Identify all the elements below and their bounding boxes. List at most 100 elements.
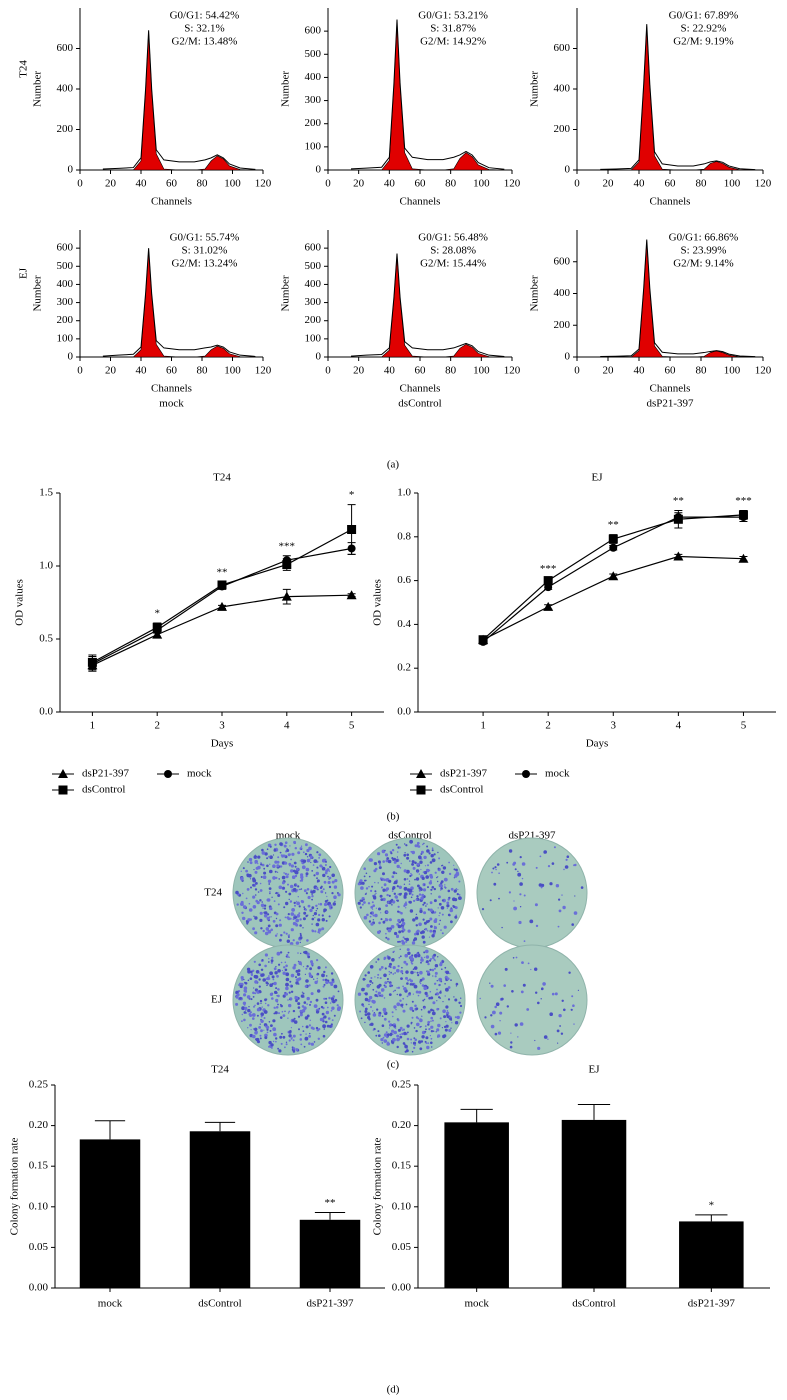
colony <box>248 908 253 912</box>
colony <box>272 919 276 923</box>
colony <box>281 875 286 880</box>
colony <box>269 1029 272 1032</box>
colony <box>376 1008 379 1011</box>
colony <box>454 1016 457 1019</box>
colony <box>388 993 392 996</box>
colony <box>416 895 419 898</box>
marker <box>153 626 162 635</box>
colony <box>375 892 377 895</box>
colony <box>315 910 317 912</box>
colony <box>389 1033 393 1037</box>
colony <box>270 961 273 964</box>
colony <box>401 972 404 975</box>
colony <box>385 932 387 935</box>
colony <box>260 1012 265 1016</box>
colony <box>374 976 376 978</box>
colony <box>285 1041 288 1044</box>
error-bar <box>695 1214 728 1222</box>
colony <box>374 994 378 997</box>
colony <box>269 855 273 859</box>
colony <box>458 1001 461 1004</box>
colony <box>379 863 381 866</box>
colony <box>408 992 411 995</box>
fit-area <box>102 249 256 358</box>
colony <box>272 1019 276 1023</box>
colony <box>304 973 306 976</box>
colony <box>376 994 379 997</box>
colony <box>273 1012 276 1015</box>
colony <box>277 894 281 897</box>
colony-plate <box>232 837 344 949</box>
colony <box>420 1008 423 1011</box>
significance: ** <box>608 519 619 531</box>
colony <box>314 917 316 919</box>
colony <box>260 862 262 864</box>
colony <box>394 931 398 936</box>
colony <box>275 924 279 928</box>
colony <box>411 1050 414 1053</box>
colony <box>397 1028 401 1032</box>
colony <box>297 983 300 985</box>
colony <box>514 868 517 871</box>
colony <box>446 904 449 907</box>
colony <box>534 967 538 971</box>
marker <box>346 590 357 600</box>
colony <box>434 964 439 968</box>
colony <box>274 1011 278 1015</box>
colony <box>242 1001 247 1005</box>
colony <box>268 1040 272 1045</box>
x-tick-label: 1 <box>480 720 486 732</box>
colony <box>399 948 401 950</box>
bar <box>679 1221 744 1288</box>
colony <box>437 907 439 909</box>
colony <box>292 1009 296 1013</box>
colony <box>261 863 265 867</box>
colony <box>560 1032 564 1035</box>
colony <box>307 895 311 900</box>
colony <box>439 884 443 888</box>
colony <box>412 918 416 922</box>
colony <box>454 874 458 878</box>
colony <box>435 1031 437 1033</box>
marker <box>543 576 553 586</box>
colony <box>400 862 402 865</box>
colony <box>310 890 313 894</box>
colony <box>521 862 526 866</box>
colony <box>309 1032 311 1035</box>
colony <box>289 845 291 847</box>
colony <box>244 981 246 984</box>
colony <box>310 960 313 964</box>
colony <box>309 967 312 971</box>
colony <box>490 1014 493 1017</box>
colony <box>542 982 546 986</box>
colony <box>431 1046 433 1048</box>
colony <box>390 852 393 855</box>
colony <box>454 915 458 919</box>
colony <box>282 1035 286 1039</box>
colony <box>323 970 326 974</box>
colony <box>274 860 278 864</box>
legend-entry: mock <box>515 768 570 780</box>
colony <box>413 937 418 941</box>
colony <box>285 932 288 935</box>
colony <box>259 882 262 885</box>
colony <box>442 1001 444 1003</box>
colony <box>391 875 395 878</box>
colony <box>243 989 247 993</box>
colony <box>515 956 518 959</box>
colony <box>265 977 268 980</box>
colony <box>306 888 310 891</box>
colony <box>427 1023 430 1026</box>
colony <box>379 977 382 980</box>
colony <box>254 975 259 979</box>
y-tick-label: 100 <box>305 332 322 344</box>
colony-plate <box>354 944 466 1056</box>
colony <box>417 951 420 954</box>
colony <box>331 1006 335 1010</box>
colony <box>295 883 298 886</box>
colony <box>259 972 261 974</box>
colony <box>437 867 440 870</box>
colony <box>446 901 450 905</box>
colony <box>386 1042 391 1046</box>
